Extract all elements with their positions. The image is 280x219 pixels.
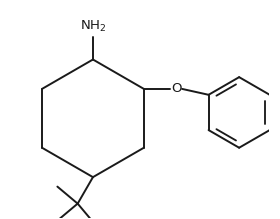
Text: NH$_2$: NH$_2$: [80, 19, 106, 34]
Text: O: O: [171, 82, 181, 95]
